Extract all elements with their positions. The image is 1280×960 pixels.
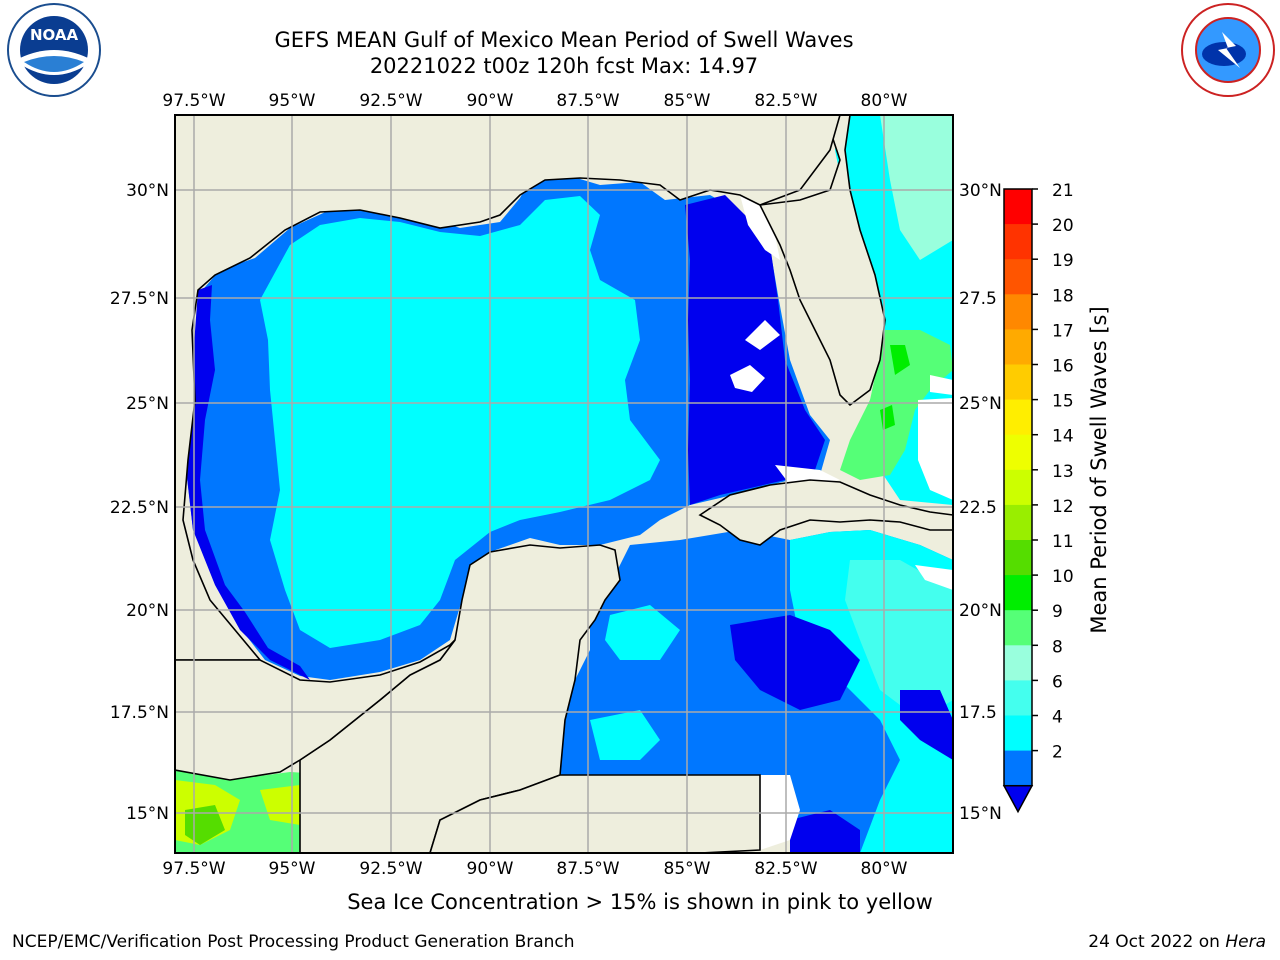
lat-label: 30°N [959, 181, 1002, 201]
caribbean-light-cyan [845, 560, 953, 720]
footer-date-text: 24 Oct 2022 on [1088, 932, 1220, 952]
lat-labels-left: 30°N 27.5°N 25°N 22.5°N 20°N 17.5°N 15°N [110, 181, 169, 824]
colorbar-tick-label: 15 [1052, 392, 1074, 412]
colorbar-segment [1004, 540, 1032, 576]
lat-label: 15°N [126, 804, 169, 824]
atlantic-pale-field [880, 115, 953, 260]
colorbar-tick-label: 12 [1052, 497, 1074, 517]
footer-credit: NCEP/EMC/Verification Post Processing Pr… [12, 932, 575, 952]
colorbar-segment [1004, 259, 1032, 295]
map-frame [174, 114, 954, 854]
lat-label: 27.5°N [110, 289, 169, 309]
svg-text:NOAA: NOAA [30, 26, 79, 44]
gulf-west-deep-band [185, 285, 310, 680]
lat-label: 25°N [959, 394, 1002, 414]
lon-label: 85°W [664, 859, 711, 879]
lon-label: 90°W [467, 91, 514, 111]
colorbar-tick-label: 19 [1052, 251, 1074, 271]
graticule [175, 115, 953, 853]
colorbar-segment [1004, 224, 1032, 260]
colorbar-tick-label: 4 [1052, 708, 1063, 728]
lon-label: 95°W [269, 91, 316, 111]
lat-labels-right: 30°N 27.5 25°N 22.5 20°N 17.5 15°N [959, 181, 1002, 824]
lon-label: 82.5°W [754, 859, 817, 879]
colorbar-segment [1004, 364, 1032, 401]
cuba-island [698, 479, 953, 546]
colorbar-tick-label: 6 [1052, 672, 1063, 692]
lon-label: 97.5°W [162, 859, 225, 879]
colorbar-segment [1004, 750, 1032, 787]
lon-labels-top: 97.5°W 95°W 92.5°W 90°W 87.5°W 85°W 82.5… [162, 91, 907, 111]
colorbar-segment [1004, 645, 1032, 681]
colorbar-tick-label: 18 [1052, 286, 1074, 306]
colorbar-tick-label: 10 [1052, 567, 1074, 587]
gulf-cyan-core [260, 196, 660, 648]
lat-label: 15°N [959, 804, 1002, 824]
caribbean-cyan-patches [590, 605, 680, 760]
lon-label: 82.5°W [754, 91, 817, 111]
lat-label: 25°N [126, 394, 169, 414]
lon-label: 92.5°W [359, 91, 422, 111]
central-america-land [429, 774, 761, 853]
colorbar-segment [1004, 469, 1032, 506]
colorbar-tick-label: 13 [1052, 462, 1074, 482]
footer-date: 24 Oct 2022 on Hera [1088, 932, 1266, 952]
sea-ice-note: Sea Ice Concentration > 15% is shown in … [0, 890, 1280, 914]
colorbar-segment [1004, 189, 1032, 225]
us-gulf-coast [175, 115, 841, 661]
colorbar-tick-label: 14 [1052, 427, 1074, 447]
colorbar-extend-arrow [1002, 784, 1034, 814]
lon-label: 80°W [861, 91, 908, 111]
map-subtitle: 20221022 t00z 120h fcst Max: 14.97 [369, 54, 759, 78]
colorbar-frame [1003, 188, 1033, 787]
colorbar-tick-label: 8 [1052, 637, 1063, 657]
sea-ice-note-text: Sea Ice Concentration > 15% is shown in … [347, 890, 933, 914]
lon-labels-bottom: 97.5°W 95°W 92.5°W 90°W 87.5°W 85°W 82.5… [162, 859, 907, 879]
lon-label: 90°W [467, 859, 514, 879]
colorbar-segment [1004, 399, 1032, 436]
colorbar-tick-label: 17 [1052, 321, 1074, 341]
lon-label: 95°W [269, 859, 316, 879]
map-title: GEFS MEAN Gulf of Mexico Mean Period of … [274, 28, 854, 52]
lon-label: 97.5°W [162, 91, 225, 111]
colorbar-tick-label: 20 [1052, 216, 1074, 236]
lon-label: 80°W [861, 859, 908, 879]
colorbar-label: Mean Period of Swell Waves [s] [1087, 306, 1111, 633]
lat-label: 20°N [126, 601, 169, 621]
lat-label: 20°N [959, 601, 1002, 621]
lat-label: 27.5 [959, 289, 997, 309]
colorbar-segment [1004, 504, 1032, 541]
atlantic-green-field [840, 330, 953, 480]
colorbar-tick-label: 2 [1052, 743, 1063, 763]
lat-label: 17.5 [959, 703, 997, 723]
map-area [175, 115, 953, 853]
colorbar-segment [1004, 715, 1032, 752]
colorbar-segment [1004, 329, 1032, 365]
lat-label: 22.5°N [110, 498, 169, 518]
colorbar-segment [1004, 294, 1032, 330]
lat-label: 30°N [126, 181, 169, 201]
colorbar-segment [1004, 575, 1032, 611]
gulf-east-deep-band [685, 195, 825, 505]
mexico-west-coast [175, 639, 456, 781]
footer-host: Hera [1225, 932, 1266, 952]
colorbar-segment [1004, 434, 1032, 471]
lon-label: 92.5°W [359, 859, 422, 879]
nws-logo [1181, 3, 1275, 97]
colorbar-segment [1004, 680, 1032, 716]
colorbar-segment [1004, 610, 1032, 646]
lon-label: 87.5°W [556, 859, 619, 879]
lon-label: 87.5°W [556, 91, 619, 111]
lat-label: 17.5°N [110, 703, 169, 723]
colorbar-tick-label: 11 [1052, 532, 1074, 552]
noaa-logo: NOAA [7, 3, 101, 97]
lon-label: 85°W [664, 91, 711, 111]
colorbar-tick-label: 21 [1052, 181, 1074, 201]
colorbar-tick-label: 16 [1052, 357, 1074, 377]
colorbar-tick-label: 9 [1052, 602, 1063, 622]
colorbar: 21 20 19 18 17 16 15 14 13 12 11 10 9 8 6 4 2 [1002, 181, 1074, 814]
lat-label: 22.5 [959, 498, 997, 518]
atlantic-bright-green [880, 345, 910, 430]
